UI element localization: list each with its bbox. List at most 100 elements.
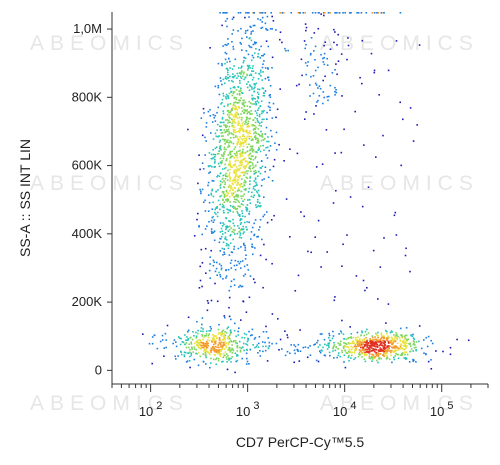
- scatter-point: [212, 339, 214, 341]
- scatter-point: [190, 352, 193, 355]
- scatter-point: [232, 124, 235, 127]
- scatter-point: [245, 311, 248, 313]
- scatter-point: [223, 194, 226, 196]
- scatter-point: [299, 350, 302, 352]
- scatter-point: [224, 342, 227, 345]
- scatter-point: [259, 205, 261, 208]
- scatter-point: [379, 343, 382, 345]
- scatter-point: [259, 105, 262, 107]
- scatter-point: [337, 33, 339, 36]
- scatter-point: [199, 355, 202, 358]
- scatter-point: [188, 343, 190, 345]
- scatter-point: [229, 201, 231, 203]
- scatter-point: [220, 350, 222, 352]
- scatter-point: [225, 93, 228, 96]
- scatter-point: [378, 356, 381, 359]
- scatter-point: [245, 50, 248, 52]
- scatter-point: [228, 175, 230, 177]
- scatter-point: [240, 229, 242, 231]
- scatter-point: [380, 333, 383, 336]
- scatter-point: [382, 134, 384, 137]
- scatter-point: [223, 248, 225, 250]
- scatter-point: [249, 165, 252, 167]
- scatter-point: [219, 195, 221, 198]
- scatter-point: [210, 327, 212, 330]
- scatter-point: [237, 141, 239, 144]
- scatter-point: [227, 268, 230, 271]
- scatter-point: [307, 250, 309, 253]
- scatter-point: [249, 183, 251, 186]
- scatter-point: [205, 345, 207, 347]
- scatter-point: [243, 184, 246, 186]
- scatter-point: [233, 65, 235, 67]
- scatter-point: [234, 113, 236, 115]
- scatter-point: [263, 118, 265, 121]
- scatter-point: [222, 335, 225, 337]
- scatter-point: [243, 179, 246, 182]
- scatter-point: [228, 164, 231, 166]
- scatter-point: [409, 343, 411, 346]
- scatter-point: [224, 143, 226, 145]
- scatter-point: [232, 16, 235, 19]
- scatter-point: [214, 160, 216, 163]
- scatter-point: [404, 341, 406, 344]
- scatter-point: [230, 188, 232, 190]
- scatter-point: [384, 341, 386, 344]
- scatter-point: [234, 129, 236, 131]
- scatter-point: [247, 53, 250, 56]
- scatter-point: [328, 332, 330, 335]
- scatter-point: [375, 156, 377, 158]
- scatter-point: [225, 172, 227, 175]
- scatter-point: [320, 266, 322, 268]
- scatter-point: [233, 164, 236, 167]
- scatter-point: [230, 280, 233, 282]
- scatter-point: [256, 96, 259, 98]
- scatter-point: [364, 330, 367, 333]
- scatter-point: [244, 189, 247, 191]
- scatter-point: [207, 334, 210, 337]
- scatter-point: [227, 119, 230, 122]
- scatter-point: [248, 100, 250, 103]
- scatter-point: [376, 346, 379, 348]
- scatter-point: [314, 59, 316, 61]
- scatter-point: [221, 155, 224, 157]
- scatter-point: [236, 140, 239, 143]
- scatter-point: [177, 355, 179, 357]
- scatter-point: [222, 241, 225, 244]
- scatter-point: [334, 349, 337, 352]
- scatter-point: [317, 360, 320, 363]
- scatter-point: [214, 85, 217, 88]
- scatter-point: [255, 138, 257, 140]
- scatter-point: [227, 192, 230, 195]
- scatter-point: [405, 334, 408, 337]
- scatter-point: [367, 342, 370, 344]
- scatter-point: [219, 342, 222, 345]
- scatter-point: [377, 355, 380, 357]
- scatter-point: [200, 344, 202, 347]
- scatter-point: [245, 166, 247, 169]
- scatter-point: [196, 343, 199, 346]
- scatter-point: [394, 211, 397, 214]
- scatter-point: [243, 104, 245, 107]
- scatter-point: [360, 346, 362, 349]
- scatter-point: [231, 165, 233, 168]
- scatter-point: [225, 244, 228, 247]
- scatter-point: [246, 221, 248, 223]
- scatter-point: [240, 43, 242, 45]
- scatter-point: [233, 152, 236, 155]
- scatter-point: [372, 354, 374, 356]
- scatter-point: [200, 117, 203, 119]
- scatter-point: [241, 135, 244, 137]
- scatter-point: [215, 146, 218, 148]
- scatter-point: [257, 198, 259, 201]
- scatter-point: [343, 341, 345, 344]
- scatter-point: [242, 165, 245, 168]
- scatter-point: [225, 217, 227, 219]
- scatter-point: [230, 339, 232, 342]
- scatter-point: [183, 354, 186, 356]
- scatter-point: [223, 201, 226, 203]
- scatter-point: [359, 337, 361, 340]
- scatter-point: [279, 38, 281, 41]
- scatter-point: [242, 61, 245, 64]
- scatter-point: [175, 358, 177, 360]
